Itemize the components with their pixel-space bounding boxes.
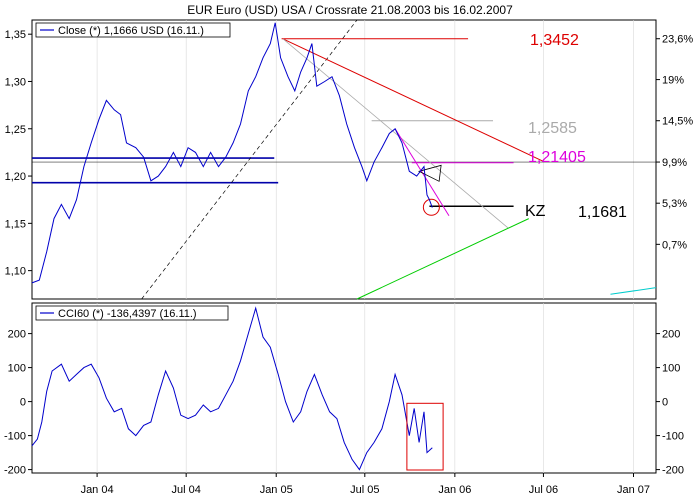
price-right-tick-label: 19%	[662, 75, 684, 87]
red-trendline	[282, 38, 544, 162]
x-axis: Jan 04 Jul 04 Jan 05 Jul 05 Jan 06 Jul 06 Jan …	[81, 473, 650, 496]
price-left-tick-label: 1,35	[5, 29, 26, 41]
indicator-right-tick-label: 200	[662, 329, 680, 341]
x-tick-label: Jan 04	[81, 484, 114, 496]
triangle-marker	[418, 164, 442, 182]
x-tick-label: Jul 05	[350, 484, 379, 496]
price-legend-box	[35, 22, 231, 38]
price-legend-text: Close (*) 1,1666 USD (16.11.)	[58, 25, 204, 37]
indicator-left-tick-label: -200	[4, 465, 26, 477]
price-right-tick-label: 23,6%	[662, 34, 693, 46]
indicator-left-tick-label: -100	[4, 431, 26, 443]
x-tick-label: Jan 06	[438, 484, 471, 496]
price-panel-frame	[31, 19, 657, 300]
indicator-grid	[96, 303, 634, 473]
indicator-right-tick-label: 0	[662, 397, 668, 409]
price-left-tick-label: 1,15	[5, 218, 26, 230]
gray-trendline	[282, 38, 509, 229]
highlight-box	[406, 402, 444, 471]
x-tick-label: Jan 07	[617, 484, 650, 496]
indicator-left-tick-label: 0	[20, 397, 26, 409]
price-grid	[96, 20, 634, 299]
price-right-tick-label: 9,9%	[662, 157, 687, 169]
x-tick-label: Jan 05	[260, 484, 293, 496]
low-circle	[422, 198, 440, 216]
price-left-tick-label: 1,30	[5, 76, 26, 88]
price-right-axis: 23,6% 19% 14,5% 9,9% 5,3% 0,7%	[656, 34, 693, 251]
indicator-right-tick-label: -200	[662, 465, 684, 477]
indicator-left-tick-label: 100	[8, 363, 26, 375]
cci-line	[31, 306, 433, 471]
indicator-panel-frame	[31, 302, 657, 474]
price-drawings	[32, 19, 657, 300]
price-line	[31, 22, 433, 284]
price-left-tick-label: 1,20	[5, 171, 26, 183]
indicator-right-tick-label: 100	[662, 363, 680, 375]
annotation-1-3452: 1,3452	[530, 32, 579, 49]
price-left-tick-label: 1,10	[5, 266, 26, 278]
cci-legend-text: CCI60 (*) -136,4397 (16.11.)	[58, 308, 197, 320]
annotation-1-1681: 1,1681	[578, 204, 627, 221]
cyan-trendline	[610, 287, 657, 295]
price-left-tick-label: 1,25	[5, 124, 26, 136]
price-right-tick-label: 14,5%	[662, 116, 693, 128]
x-tick-label: Jul 04	[171, 484, 200, 496]
pink-trendline	[394, 128, 450, 217]
indicator-left-tick-label: 200	[8, 329, 26, 341]
annotation-1-2585: 1,2585	[528, 120, 577, 137]
price-left-axis: 1,35 1,30 1,25 1,20 1,15 1,10	[5, 29, 32, 278]
annotation-kz: KZ	[525, 203, 546, 220]
cci-legend-box	[35, 305, 229, 321]
green-trendline	[356, 218, 529, 300]
indicator-right-tick-label: -100	[662, 431, 684, 443]
indicator-left-axis: 200 100 0 -100 -200	[4, 329, 32, 477]
x-tick-label: Jul 06	[529, 484, 558, 496]
indicator-right-axis: 200 100 0 -100 -200	[656, 329, 684, 477]
price-right-tick-label: 0,7%	[662, 239, 687, 251]
dotted-trendline	[141, 19, 358, 300]
annotation-1-21405: 1,21405	[528, 149, 586, 166]
chart-title: EUR Euro (USD) USA / Crossrate 21.08.200…	[187, 3, 513, 17]
price-right-tick-label: 5,3%	[662, 198, 687, 210]
